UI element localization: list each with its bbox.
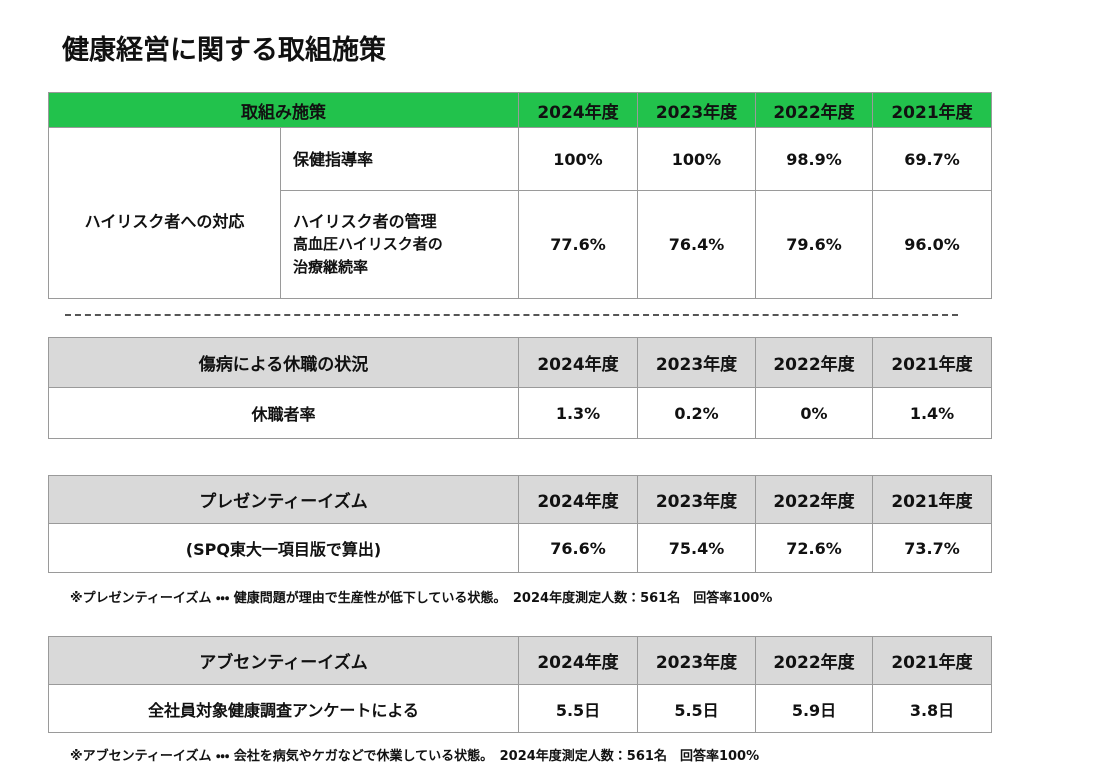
value-cell: 100% <box>518 127 638 191</box>
header-cell: 2022年度 <box>755 337 873 388</box>
item-cell: 保健指導率 <box>280 127 519 191</box>
value-cell: 75.4% <box>637 523 756 573</box>
header-cell: 2024年度 <box>518 92 638 128</box>
item-line: 高血圧ハイリスク者の <box>293 235 443 253</box>
header-cell: 2024年度 <box>518 475 638 524</box>
header-cell: 2021年度 <box>872 636 992 685</box>
data-row: ハイリスク者の管理 高血圧ハイリスク者の 治療継続率 77.6% 76.4% 79.6% 9… <box>49 190 992 299</box>
note: ※プレゼンティーイズム ・・・ 健康問題が理由で生産性が低下している状態。 20… <box>70 591 773 606</box>
header-cell: 2021年度 <box>872 337 992 388</box>
page-title: 健康経営に関する取組施策 <box>62 35 386 66</box>
note: ※アブセンティーイズム ・・・ 会社を病気やケガなどで休業している状態。 202… <box>70 749 760 764</box>
data-row: ハイリスク者への対応 保健指導率 100% 100% 98.9% 69.7% <box>48 127 992 299</box>
label-cell: 休職者率 <box>48 387 519 439</box>
header-cell: 2023年度 <box>637 337 756 388</box>
table-table4: アブセンティーイズム 2024年度 2023年度 2022年度 2021年度 全社員対象健… <box>48 636 992 733</box>
value-cell: 5.9日 <box>755 684 873 733</box>
value-cell: 1.4% <box>872 387 992 439</box>
data-row: 休職者率 1.3% 0.2% 0% 1.4% <box>48 387 992 439</box>
header-cell: プレゼンティーイズム <box>48 475 519 524</box>
value-cell: 79.6% <box>755 190 873 299</box>
data-row: (SPQ東大一項目版で算出) 76.6% 75.4% 72.6% 73.7% <box>48 523 992 573</box>
value-cell: 73.7% <box>872 523 992 573</box>
value-cell: 1.3% <box>518 387 638 439</box>
value-cell: 0.2% <box>637 387 756 439</box>
value-cell: 0% <box>755 387 873 439</box>
value-cell: 5.5日 <box>637 684 756 733</box>
value-cell: 76.6% <box>518 523 638 573</box>
header-cell: 2024年度 <box>518 636 638 685</box>
value-cell: 100% <box>637 127 756 191</box>
group-cell: ハイリスク者への対応 <box>48 127 281 299</box>
header-cell: 2022年度 <box>755 636 873 685</box>
item-line: 保健指導率 <box>293 149 374 169</box>
label-cell: (SPQ東大一項目版で算出) <box>48 523 519 573</box>
item-line: ハイリスク者の管理 <box>293 212 437 231</box>
item-line: 治療継続率 <box>293 258 369 276</box>
data-row: 全社員対象健康調査アンケートによる 5.5日 5.5日 5.9日 3.8日 <box>48 684 992 733</box>
value-cell: 69.7% <box>872 127 992 191</box>
header-cell: 2021年度 <box>872 475 992 524</box>
header-cell: 2022年度 <box>755 92 873 128</box>
header-row: プレゼンティーイズム 2024年度 2023年度 2022年度 2021年度 <box>48 475 992 524</box>
value-cell: 77.6% <box>518 190 638 299</box>
value-cell: 98.9% <box>755 127 873 191</box>
header-cell: 2022年度 <box>755 475 873 524</box>
header-cell: 取組み施策 <box>48 92 519 128</box>
value-cell: 76.4% <box>637 190 756 299</box>
header-cell: 2023年度 <box>637 636 756 685</box>
header-cell: 2021年度 <box>872 92 992 128</box>
header-cell: アブセンティーイズム <box>48 636 519 685</box>
header-cell: 傷病による休職の状況 <box>48 337 519 388</box>
value-cell: 3.8日 <box>872 684 992 733</box>
table-high-risk: 取組み施策 2024年度 2023年度 2022年度 2021年度 ハイリスク者への対応保… <box>48 92 992 299</box>
header-row: アブセンティーイズム 2024年度 2023年度 2022年度 2021年度 <box>48 636 992 685</box>
header-row: 傷病による休職の状況 2024年度 2023年度 2022年度 2021年度 <box>48 337 992 388</box>
value-cell: 96.0% <box>872 190 992 299</box>
separator <box>65 314 958 316</box>
item-cell: ハイリスク者の管理 高血圧ハイリスク者の 治療継続率 <box>280 190 519 299</box>
header-cell: 2024年度 <box>518 337 638 388</box>
header-row: 取組み施策 2024年度 2023年度 2022年度 2021年度 <box>48 92 992 128</box>
label-cell: 全社員対象健康調査アンケートによる <box>48 684 519 733</box>
header-cell: 2023年度 <box>637 475 756 524</box>
table-table2: 傷病による休職の状況 2024年度 2023年度 2022年度 2021年度 休職者率 1.… <box>48 337 992 439</box>
header-cell: 2023年度 <box>637 92 756 128</box>
value-cell: 72.6% <box>755 523 873 573</box>
table-table3: プレゼンティーイズム 2024年度 2023年度 2022年度 2021年度 (SPQ東大… <box>48 475 992 573</box>
value-cell: 5.5日 <box>518 684 638 733</box>
